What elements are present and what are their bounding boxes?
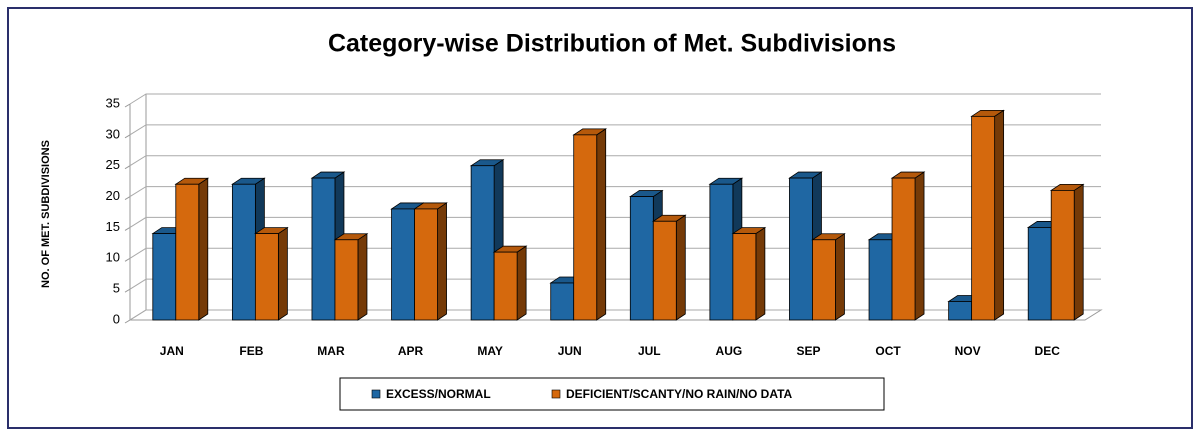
bar (789, 177, 813, 321)
bar (391, 208, 415, 321)
bar (550, 282, 575, 321)
grid-line (129, 278, 1101, 290)
bar-side (357, 233, 368, 321)
bar-side (437, 202, 447, 321)
grid-line (129, 247, 1101, 259)
x-tick-label: MAY (477, 344, 503, 358)
y-tick (124, 103, 131, 108)
y-tick-label: 20 (106, 188, 120, 203)
bar (470, 165, 495, 321)
bar (868, 239, 893, 321)
bar-side (516, 245, 527, 321)
bar (971, 115, 996, 321)
bar (493, 251, 518, 321)
bar-side (596, 128, 607, 321)
x-tick-label: JAN (160, 344, 184, 358)
x-tick-label: FEB (239, 344, 263, 358)
bar-side (835, 233, 845, 321)
y-tick (124, 319, 131, 324)
bar (175, 183, 200, 321)
x-tick-label: DEC (1035, 344, 1061, 358)
bar (311, 177, 336, 321)
legend-label: DEFICIENT/SCANTY/NO RAIN/NO DATA (566, 387, 793, 401)
x-tick-label: AUG (716, 344, 743, 358)
legend-swatch (551, 389, 561, 399)
x-tick-label: NOV (955, 344, 981, 358)
bar (652, 220, 677, 321)
bar-side (755, 226, 766, 321)
bar-side (675, 214, 686, 321)
bar (573, 134, 598, 321)
x-tick-label: MAR (317, 344, 345, 358)
x-tick-label: OCT (875, 344, 901, 358)
grid-line (129, 124, 1101, 136)
x-tick-label: JUN (558, 344, 582, 358)
y-tick-label: 0 (113, 311, 120, 326)
bar (254, 233, 279, 321)
y-tick (124, 134, 131, 139)
bar-side (198, 177, 209, 321)
legend-box (339, 377, 885, 411)
bar-side (1073, 183, 1084, 321)
bar (231, 183, 256, 321)
grid-line (129, 216, 1101, 228)
y-tick (124, 288, 131, 293)
y-tick (124, 226, 131, 231)
y-tick-label: 5 (113, 281, 120, 296)
bar-side (994, 109, 1005, 321)
grid-line (129, 93, 1101, 105)
bar (414, 208, 438, 321)
y-tick-label: 35 (106, 95, 120, 110)
bar (948, 301, 973, 321)
x-tick-label: JUL (638, 344, 661, 358)
grid-line (129, 155, 1101, 167)
bar (709, 183, 734, 321)
bar (334, 239, 359, 321)
x-tick-label: SEP (796, 344, 820, 358)
bar (1050, 189, 1075, 321)
bar-side (277, 226, 288, 321)
grid-line (129, 186, 1101, 197)
x-tick-label: APR (398, 344, 424, 358)
bar (1027, 227, 1052, 321)
y-tick (124, 196, 131, 201)
y-tick-label: 10 (106, 250, 120, 265)
y-tick (124, 257, 131, 262)
grid-line (129, 309, 1101, 321)
bar (152, 233, 177, 321)
bar (629, 196, 654, 321)
chart-title: Category-wise Distribution of Met. Subdi… (328, 30, 896, 58)
y-tick-label: 15 (106, 219, 120, 234)
y-axis-label: NO. OF MET. SUBDIVISIONS (40, 140, 52, 288)
bar (891, 177, 916, 321)
legend-label: EXCESS/NORMAL (386, 387, 491, 401)
y-tick-label: 30 (106, 126, 120, 141)
y-tick-label: 25 (106, 157, 120, 172)
bar (732, 233, 757, 321)
bar-side (914, 171, 925, 321)
y-tick (124, 165, 131, 170)
legend-swatch (371, 389, 381, 399)
bar (812, 239, 836, 321)
